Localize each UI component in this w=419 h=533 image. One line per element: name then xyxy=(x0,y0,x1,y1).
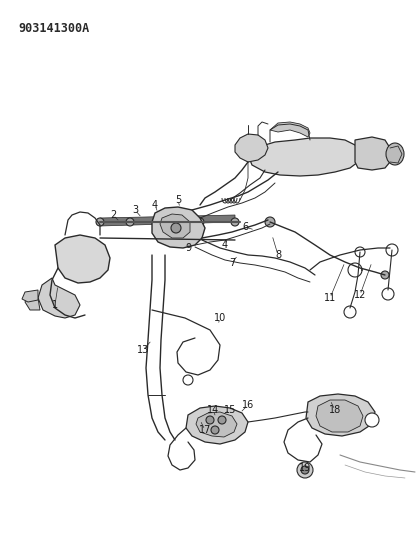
Text: 4: 4 xyxy=(152,200,158,210)
Text: 12: 12 xyxy=(354,290,366,300)
Text: 18: 18 xyxy=(329,405,341,415)
Polygon shape xyxy=(248,138,360,176)
Circle shape xyxy=(171,223,181,233)
Circle shape xyxy=(211,426,219,434)
Circle shape xyxy=(265,217,275,227)
Circle shape xyxy=(365,413,379,427)
Text: 8: 8 xyxy=(275,250,281,260)
Text: 3: 3 xyxy=(132,205,138,215)
Text: 7: 7 xyxy=(229,258,235,268)
Text: 9: 9 xyxy=(185,243,191,253)
Text: 17: 17 xyxy=(199,425,211,435)
Polygon shape xyxy=(100,215,235,226)
Polygon shape xyxy=(38,278,80,318)
Polygon shape xyxy=(196,412,237,437)
Circle shape xyxy=(218,416,226,424)
Circle shape xyxy=(196,218,204,226)
Polygon shape xyxy=(235,134,268,162)
Polygon shape xyxy=(270,122,310,137)
Circle shape xyxy=(297,462,313,478)
Text: 6: 6 xyxy=(242,222,248,232)
Circle shape xyxy=(301,466,309,474)
Text: 903141300A: 903141300A xyxy=(18,22,89,35)
Text: 5: 5 xyxy=(175,195,181,205)
Text: 13: 13 xyxy=(137,345,149,355)
Polygon shape xyxy=(355,137,390,170)
Polygon shape xyxy=(22,290,38,302)
Circle shape xyxy=(96,218,104,226)
Text: 16: 16 xyxy=(242,400,254,410)
Text: 10: 10 xyxy=(214,313,226,323)
Polygon shape xyxy=(186,406,248,444)
Circle shape xyxy=(344,306,356,318)
Circle shape xyxy=(381,271,389,279)
Polygon shape xyxy=(152,207,205,248)
Circle shape xyxy=(386,244,398,256)
Circle shape xyxy=(126,218,134,226)
Circle shape xyxy=(355,247,365,257)
Polygon shape xyxy=(25,295,40,310)
Polygon shape xyxy=(160,214,190,238)
Text: 15: 15 xyxy=(224,405,236,415)
Circle shape xyxy=(183,375,193,385)
Text: 14: 14 xyxy=(207,405,219,415)
Circle shape xyxy=(382,288,394,300)
Circle shape xyxy=(231,218,239,226)
Polygon shape xyxy=(55,235,110,283)
Text: 11: 11 xyxy=(324,293,336,303)
Circle shape xyxy=(206,416,214,424)
Text: 2: 2 xyxy=(110,210,116,220)
Text: 19: 19 xyxy=(299,463,311,473)
Text: 1: 1 xyxy=(52,300,58,310)
Circle shape xyxy=(156,218,164,226)
Text: 4: 4 xyxy=(222,240,228,250)
Ellipse shape xyxy=(386,143,404,165)
Polygon shape xyxy=(306,394,375,436)
Polygon shape xyxy=(316,400,363,432)
